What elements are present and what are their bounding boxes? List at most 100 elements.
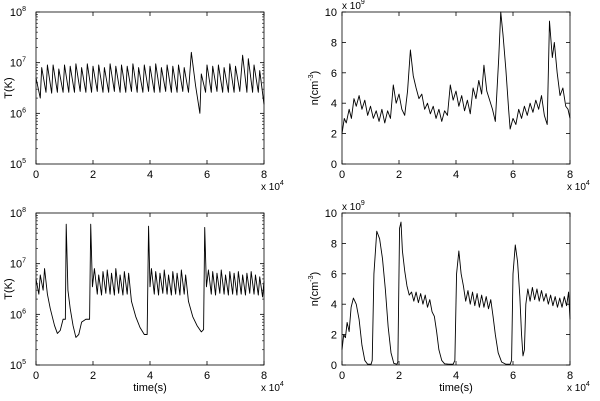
y-tick-label: 107	[10, 57, 26, 70]
series-line-1	[341, 221, 571, 365]
y-tick-label: 106	[10, 107, 26, 120]
x-tick-label: 2	[90, 169, 96, 181]
y-tick-label: 6	[331, 68, 337, 80]
x-tick-label: 6	[510, 370, 516, 382]
x-tick-label: 0	[33, 169, 39, 181]
y-tick-label: 108	[10, 207, 26, 220]
y-tick-base: 10	[10, 360, 22, 372]
series-line-1	[341, 11, 571, 134]
y-axis-label-text: n(cm	[309, 282, 321, 306]
y-tick-exponent: 6	[22, 107, 26, 114]
x-multiplier-exponent: 4	[280, 381, 284, 388]
x-multiplier-exponent: 4	[586, 381, 590, 388]
y-tick-label: 0	[331, 360, 337, 372]
x-axis-label: time(s)	[133, 382, 167, 394]
y-multiplier-base: x 10	[342, 202, 361, 213]
series-line-1	[35, 51, 265, 114]
y-axis-label-exponent: -3	[308, 74, 315, 80]
x-tick-label: 4	[147, 370, 153, 382]
y-tick-label: 8	[331, 238, 337, 250]
x-tick-label: 0	[339, 169, 345, 181]
y-axis-label-tail: )	[309, 272, 321, 276]
x-multiplier-exponent: 4	[586, 180, 590, 187]
axes-box	[35, 11, 265, 165]
y-multiplier-exponent: 9	[361, 0, 365, 6]
y-axis-label-exponent: -3	[308, 275, 315, 281]
y-multiplier-base: x 10	[342, 1, 361, 12]
y-tick-exponent: 5	[22, 158, 26, 165]
y-tick-label: 107	[10, 258, 26, 271]
x-tick-label: 8	[567, 370, 573, 382]
y-tick-base: 10	[10, 259, 22, 271]
y-tick-label: 2	[331, 129, 337, 141]
x-multiplier-base: x 10	[261, 182, 280, 193]
y-tick-label: 4	[331, 98, 337, 110]
x-tick-label: 4	[147, 169, 153, 181]
y-axis-label-text: n(cm	[309, 81, 321, 105]
y-axis-label: n(cm-3)	[308, 272, 321, 306]
y-tick-label: 105	[10, 359, 26, 372]
x-tick-label: 4	[453, 169, 459, 181]
x-tick-label: 6	[204, 370, 210, 382]
x-multiplier: x 104	[567, 180, 590, 193]
y-multiplier: x 109	[342, 200, 365, 213]
axes-box	[35, 212, 265, 366]
x-tick-label: 2	[90, 370, 96, 382]
x-tick-label: 0	[339, 370, 345, 382]
x-multiplier-exponent: 4	[280, 180, 284, 187]
x-multiplier: x 104	[261, 381, 284, 394]
x-tick-label: 8	[567, 169, 573, 181]
axes-box	[341, 11, 571, 165]
y-axis-label: n(cm-3)	[308, 71, 321, 105]
series-line-1	[35, 223, 265, 338]
x-multiplier-base: x 10	[567, 182, 586, 193]
y-tick-label: 105	[10, 158, 26, 171]
x-tick-label: 4	[453, 370, 459, 382]
x-tick-label: 2	[396, 169, 402, 181]
x-multiplier: x 104	[261, 180, 284, 193]
y-tick-label: 2	[331, 330, 337, 342]
y-tick-base: 10	[10, 159, 22, 171]
x-tick-label: 6	[510, 169, 516, 181]
x-axis-label: time(s)	[439, 382, 473, 394]
x-tick-label: 6	[204, 169, 210, 181]
y-tick-base: 10	[10, 208, 22, 220]
x-tick-label: 8	[261, 169, 267, 181]
y-tick-label: 10	[325, 208, 337, 220]
y-axis-label-text: T(K)	[3, 77, 15, 98]
y-multiplier-exponent: 9	[361, 200, 365, 207]
y-tick-exponent: 7	[22, 57, 26, 64]
y-tick-label: 0	[331, 159, 337, 171]
y-tick-label: 4	[331, 299, 337, 311]
y-axis-label: T(K)	[3, 77, 15, 98]
y-tick-label: 108	[10, 6, 26, 19]
x-multiplier: x 104	[567, 381, 590, 394]
x-tick-label: 2	[396, 370, 402, 382]
y-tick-label: 6	[331, 269, 337, 281]
y-tick-exponent: 6	[22, 308, 26, 315]
y-tick-base: 10	[10, 58, 22, 70]
y-tick-label: 8	[331, 37, 337, 49]
x-multiplier-base: x 10	[567, 383, 586, 394]
y-tick-base: 10	[10, 309, 22, 321]
y-tick-exponent: 7	[22, 258, 26, 265]
y-axis-label: T(K)	[3, 278, 15, 299]
y-tick-label: 106	[10, 308, 26, 321]
y-tick-exponent: 8	[22, 207, 26, 214]
y-tick-exponent: 8	[22, 6, 26, 13]
x-tick-label: 0	[33, 370, 39, 382]
y-axis-label-text: T(K)	[3, 278, 15, 299]
x-multiplier-base: x 10	[261, 383, 280, 394]
y-tick-base: 10	[10, 7, 22, 19]
y-tick-label: 10	[325, 7, 337, 19]
y-tick-base: 10	[10, 108, 22, 120]
y-multiplier: x 109	[342, 0, 365, 12]
y-axis-label-tail: )	[309, 71, 321, 75]
x-tick-label: 8	[261, 370, 267, 382]
y-tick-exponent: 5	[22, 359, 26, 366]
